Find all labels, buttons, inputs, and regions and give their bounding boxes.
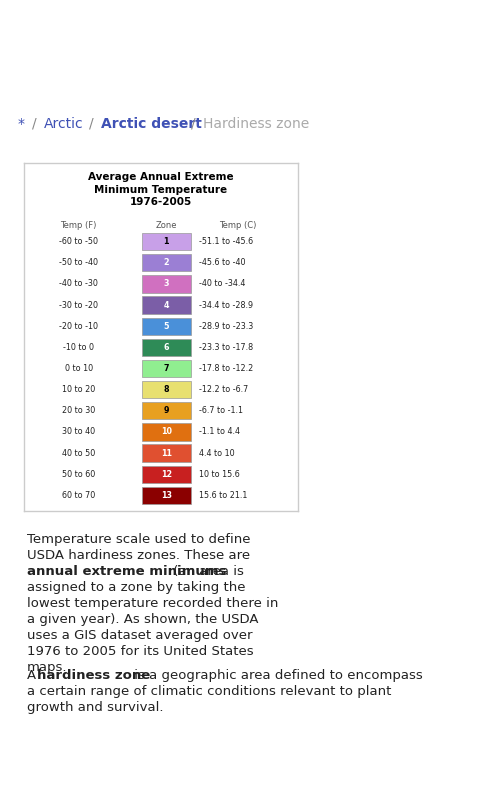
- FancyBboxPatch shape: [142, 466, 191, 483]
- Text: Hardiness zone: Hardiness zone: [203, 117, 309, 130]
- Text: ☰: ☰: [427, 27, 447, 47]
- Text: assigned to a zone by taking the: assigned to a zone by taking the: [27, 581, 245, 594]
- Text: -30 to -20: -30 to -20: [59, 301, 98, 310]
- Text: 3: 3: [164, 279, 169, 289]
- Text: a certain range of climatic conditions relevant to plant: a certain range of climatic conditions r…: [27, 685, 391, 698]
- Text: -23.3 to -17.8: -23.3 to -17.8: [199, 343, 253, 352]
- Text: *: *: [18, 117, 25, 130]
- Text: USDA hardiness zones. These are: USDA hardiness zones. These are: [27, 549, 250, 562]
- Text: Average Annual Extreme
Minimum Temperature
1976-2005: Average Annual Extreme Minimum Temperatu…: [88, 172, 234, 207]
- Text: is a geographic area defined to encompass: is a geographic area defined to encompas…: [131, 669, 423, 682]
- Text: -45.6 to -40: -45.6 to -40: [199, 258, 246, 267]
- Text: Temp (F): Temp (F): [60, 221, 97, 230]
- Text: -60 to -50: -60 to -50: [59, 237, 98, 246]
- Text: /: /: [89, 117, 94, 130]
- Text: 6: 6: [164, 343, 169, 352]
- Text: 30 to 40: 30 to 40: [62, 427, 96, 437]
- Text: uses a GIS dataset averaged over: uses a GIS dataset averaged over: [27, 629, 252, 642]
- Text: 40 to 50: 40 to 50: [62, 449, 96, 458]
- Text: -17.8 to -12.2: -17.8 to -12.2: [199, 364, 253, 373]
- Text: /: /: [191, 117, 196, 130]
- Text: -12.2 to -6.7: -12.2 to -6.7: [199, 385, 248, 394]
- Text: 0 to 10: 0 to 10: [65, 364, 93, 373]
- FancyBboxPatch shape: [142, 254, 191, 271]
- FancyBboxPatch shape: [142, 338, 191, 356]
- Text: 1: 1: [164, 237, 169, 246]
- Text: -34.4 to -28.9: -34.4 to -28.9: [199, 301, 253, 310]
- Text: 60 to 70: 60 to 70: [62, 491, 96, 500]
- Text: annual extreme minimums: annual extreme minimums: [27, 565, 226, 578]
- Text: 7: 7: [164, 364, 169, 373]
- Text: 10 to 15.6: 10 to 15.6: [199, 470, 240, 478]
- Text: 🔇: 🔇: [243, 27, 256, 47]
- FancyBboxPatch shape: [142, 445, 191, 462]
- Text: -51.1 to -45.6: -51.1 to -45.6: [199, 237, 253, 246]
- Text: 15.6 to 21.1: 15.6 to 21.1: [199, 491, 248, 500]
- Text: /: /: [32, 117, 36, 130]
- FancyBboxPatch shape: [142, 275, 191, 293]
- Text: 9: 9: [164, 406, 169, 415]
- Text: 1976 to 2005 for its United States: 1976 to 2005 for its United States: [27, 645, 253, 658]
- Text: 11: 11: [161, 449, 172, 458]
- Text: ▶: ▶: [303, 27, 321, 47]
- Text: Arctic desert: Arctic desert: [101, 117, 202, 130]
- Text: 8: 8: [164, 385, 169, 394]
- Text: -6.7 to -1.1: -6.7 to -1.1: [199, 406, 243, 415]
- Text: Zone: Zone: [156, 221, 177, 230]
- Text: -50 to -40: -50 to -40: [59, 258, 98, 267]
- Text: A: A: [27, 669, 40, 682]
- FancyBboxPatch shape: [142, 423, 191, 441]
- Text: -40 to -34.4: -40 to -34.4: [199, 279, 245, 289]
- FancyBboxPatch shape: [142, 233, 191, 250]
- Text: ☰: ☰: [12, 23, 36, 51]
- Text: 4.4 to 10: 4.4 to 10: [199, 449, 235, 458]
- Text: 10: 10: [161, 427, 172, 437]
- FancyBboxPatch shape: [142, 360, 191, 377]
- FancyBboxPatch shape: [142, 381, 191, 398]
- Text: Temperature scale used to define: Temperature scale used to define: [27, 533, 250, 546]
- Text: ☆: ☆: [172, 27, 192, 47]
- Text: 12: 12: [161, 470, 172, 478]
- Text: maps.: maps.: [27, 661, 67, 674]
- Text: -28.9 to -23.3: -28.9 to -23.3: [199, 322, 253, 330]
- Text: 10 to 20: 10 to 20: [62, 385, 96, 394]
- Text: hardiness zone: hardiness zone: [37, 669, 151, 682]
- Text: 4: 4: [164, 301, 169, 310]
- Text: ⬡: ⬡: [365, 27, 384, 47]
- FancyBboxPatch shape: [142, 486, 191, 504]
- Text: growth and survival.: growth and survival.: [27, 701, 163, 714]
- Text: (an area is: (an area is: [169, 565, 244, 578]
- Text: -20 to -10: -20 to -10: [59, 322, 98, 330]
- Text: -40 to -30: -40 to -30: [60, 279, 98, 289]
- FancyBboxPatch shape: [142, 318, 191, 335]
- Text: lowest temperature recorded there in: lowest temperature recorded there in: [27, 597, 278, 610]
- Text: -10 to 0: -10 to 0: [63, 343, 94, 352]
- Text: Arctic: Arctic: [44, 117, 84, 130]
- Text: 50 to 60: 50 to 60: [62, 470, 96, 478]
- Text: 5: 5: [164, 322, 169, 330]
- Text: 13: 13: [161, 491, 172, 500]
- FancyBboxPatch shape: [142, 402, 191, 419]
- Text: 2: 2: [164, 258, 169, 267]
- Text: a given year). As shown, the USDA: a given year). As shown, the USDA: [27, 613, 258, 626]
- Text: 20 to 30: 20 to 30: [62, 406, 96, 415]
- Text: Temp (C): Temp (C): [219, 221, 256, 230]
- FancyBboxPatch shape: [142, 297, 191, 314]
- Text: -1.1 to 4.4: -1.1 to 4.4: [199, 427, 240, 437]
